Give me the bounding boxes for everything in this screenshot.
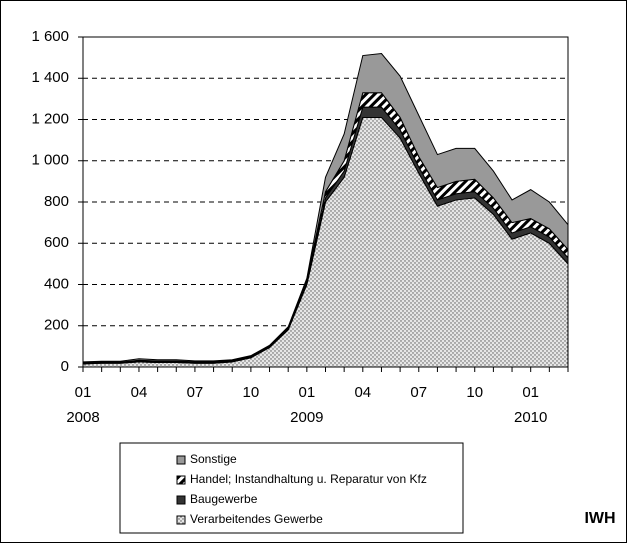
y-tick-label: 1 000 xyxy=(31,152,69,169)
x-tick-label: 04 xyxy=(354,384,371,401)
y-tick-label: 1 600 xyxy=(31,28,69,45)
x-tick-label: 01 xyxy=(299,384,316,401)
legend-swatch xyxy=(176,455,186,465)
x-tick-label: 10 xyxy=(243,384,260,401)
x-year-label: 2010 xyxy=(514,409,547,426)
legend-label: Verarbeitendes Gewerbe xyxy=(190,512,323,526)
y-tick-label: 800 xyxy=(44,193,69,210)
legend-label: Sonstige xyxy=(190,452,237,466)
y-tick-label: 1 400 xyxy=(31,69,69,86)
x-tick-label: 04 xyxy=(131,384,148,401)
legend-swatch xyxy=(176,475,186,485)
y-tick-label: 600 xyxy=(44,234,69,251)
x-year-label: 2009 xyxy=(290,409,323,426)
x-tick-label: 01 xyxy=(522,384,539,401)
source: IWH xyxy=(584,510,615,527)
legend-label: Baugewerbe xyxy=(190,492,258,506)
y-tick-label: 400 xyxy=(44,275,69,292)
x-year-label: 2008 xyxy=(66,409,99,426)
legend-label: Handel; Instandhaltung u. Reparatur von … xyxy=(190,472,427,486)
legend-swatch xyxy=(176,515,186,525)
legend-swatch xyxy=(176,495,186,505)
x-tick-label: 07 xyxy=(410,384,427,401)
x-tick-label: 10 xyxy=(466,384,483,401)
x-tick-label: 01 xyxy=(75,384,92,401)
y-tick-label: 0 xyxy=(61,358,69,375)
x-tick-label: 07 xyxy=(187,384,204,401)
y-tick-label: 1 200 xyxy=(31,110,69,127)
y-tick-label: 200 xyxy=(44,317,69,334)
